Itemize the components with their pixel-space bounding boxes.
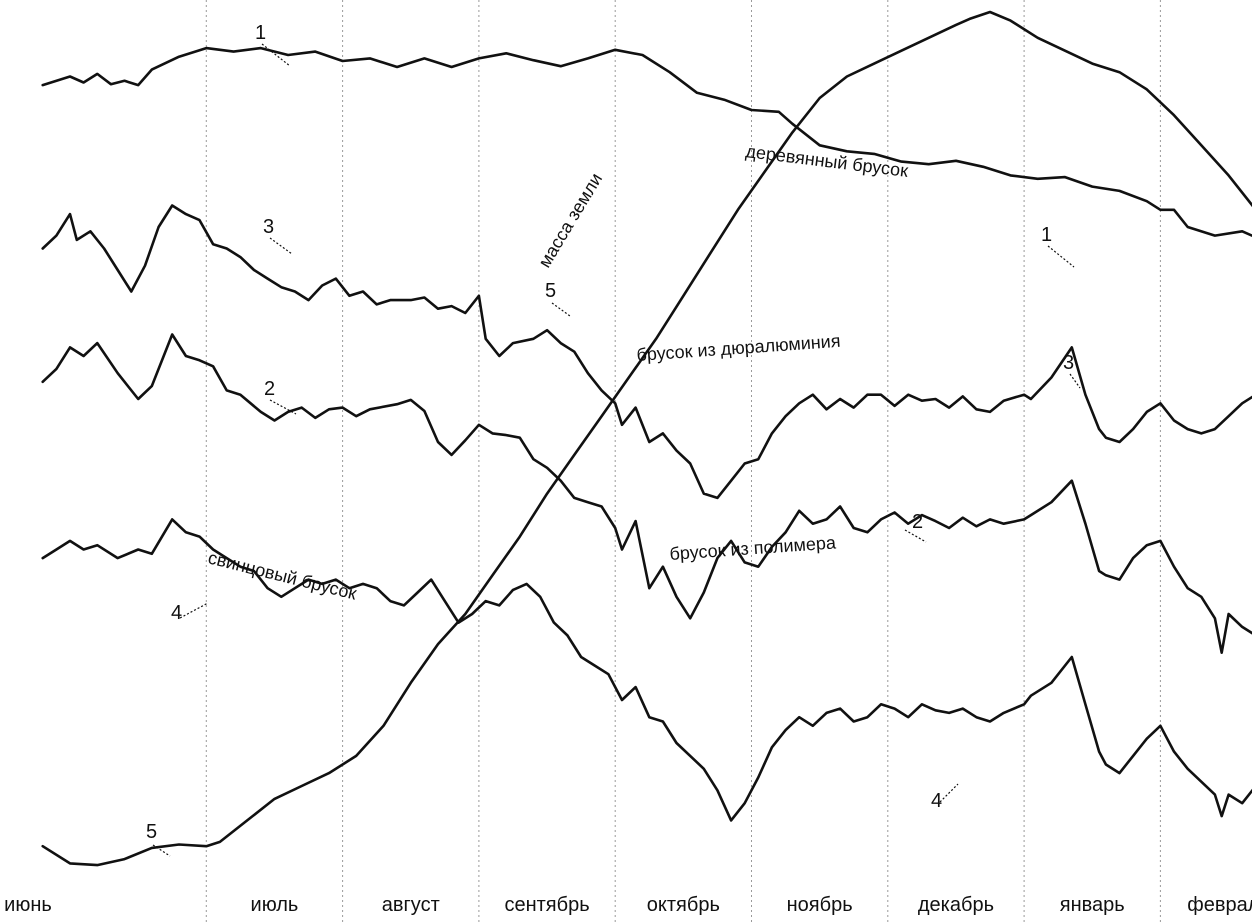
- x-tick-label: январь: [1060, 894, 1125, 916]
- x-axis-month-labels: июнь июль август сентябрь октябрь ноябрь декаб…: [4, 894, 1252, 916]
- x-tick-label: сентябрь: [504, 894, 589, 916]
- curve-name-label: брусок из полимера: [669, 532, 838, 564]
- curve-number-label: 5: [545, 280, 556, 302]
- curve-number-label: 1: [255, 22, 266, 44]
- month-gridlines: [205, 0, 1161, 924]
- curve-number-label: 4: [931, 790, 942, 812]
- label-leader-line: [179, 602, 209, 619]
- x-tick-label: август: [382, 894, 440, 916]
- curve-number-label: 1: [1041, 224, 1052, 246]
- x-tick-label: февраль: [1187, 894, 1252, 916]
- x-tick-label: декабрь: [918, 894, 994, 916]
- curve-number-label: 5: [146, 821, 157, 843]
- curve-number-label: 3: [263, 216, 274, 238]
- label-leader-line: [939, 783, 959, 803]
- curve-name-label: брусок из дюралюминия: [636, 331, 841, 365]
- curve-name-label: масса земли: [534, 170, 606, 272]
- series-line-4: [41, 518, 1252, 822]
- x-tick-label: октябрь: [647, 894, 720, 916]
- curve-number-label: 4: [171, 602, 182, 624]
- label-leader-line: [269, 237, 293, 255]
- label-leader-line: [269, 399, 297, 415]
- series-line-1: [41, 46, 1252, 238]
- label-leader-line: [152, 844, 171, 857]
- series-line-5: [41, 10, 1252, 867]
- curve-number-label: 3: [1063, 352, 1074, 374]
- x-tick-label: июнь: [4, 894, 52, 916]
- label-leader-line: [1069, 373, 1081, 389]
- series-line-3: [41, 204, 1252, 500]
- label-leader-line: [1047, 245, 1075, 268]
- curve-number-label: 2: [264, 378, 275, 400]
- label-leader-line: [904, 529, 927, 543]
- x-tick-label: ноябрь: [787, 894, 853, 916]
- x-tick-label: июль: [251, 894, 299, 916]
- label-leader-line: [261, 43, 291, 67]
- chart-series: [41, 10, 1252, 867]
- label-leader-lines: [152, 43, 1081, 857]
- curve-number-label: 2: [912, 511, 923, 533]
- series-line-2: [41, 333, 1252, 654]
- label-leader-line: [551, 302, 571, 317]
